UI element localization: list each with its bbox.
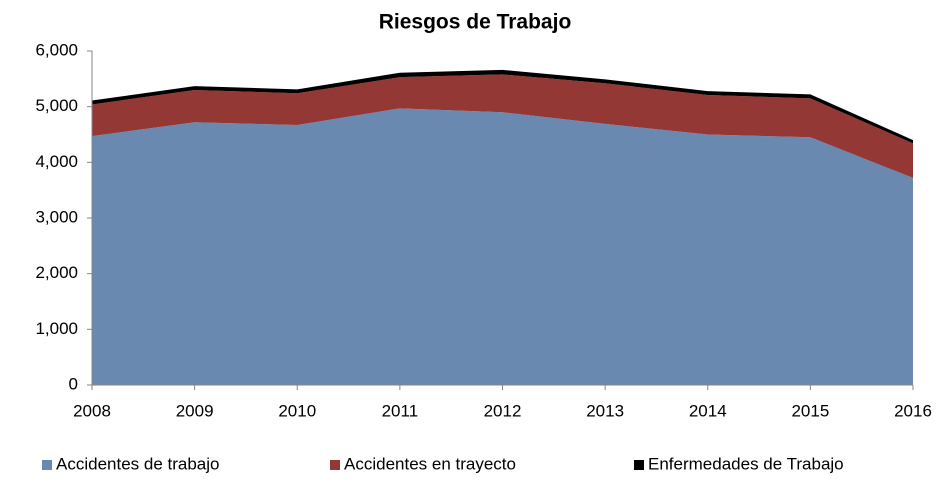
legend-swatch — [42, 460, 52, 470]
y-tick-label: 3,000 — [35, 207, 78, 226]
y-tick-label: 5,000 — [35, 96, 78, 115]
legend-swatch — [330, 460, 340, 470]
area — [92, 74, 913, 178]
y-tick-label: 4,000 — [35, 152, 78, 171]
x-tick-label: 2010 — [278, 401, 316, 420]
x-tick-label: 2008 — [73, 401, 111, 420]
legend-label: Enfermedades de Trabajo — [648, 454, 844, 473]
x-tick-label: 2012 — [484, 401, 522, 420]
y-tick-label: 0 — [69, 374, 78, 393]
legend-swatch — [634, 460, 644, 470]
legend-label: Accidentes en trayecto — [344, 454, 516, 473]
y-tick-label: 1,000 — [35, 319, 78, 338]
y-tick-label: 2,000 — [35, 263, 78, 282]
x-tick-label: 2011 — [382, 401, 419, 420]
legend-label: Accidentes de trabajo — [56, 454, 220, 473]
x-tick-label: 2013 — [586, 401, 624, 420]
x-tick-label: 2016 — [894, 401, 932, 420]
y-tick-label: 6,000 — [35, 40, 78, 59]
x-tick-label: 2015 — [791, 401, 829, 420]
x-tick-label: 2009 — [176, 401, 214, 420]
x-tick-label: 2014 — [689, 401, 727, 420]
chart-title: Riesgos de Trabajo — [379, 11, 572, 34]
area — [92, 108, 913, 385]
